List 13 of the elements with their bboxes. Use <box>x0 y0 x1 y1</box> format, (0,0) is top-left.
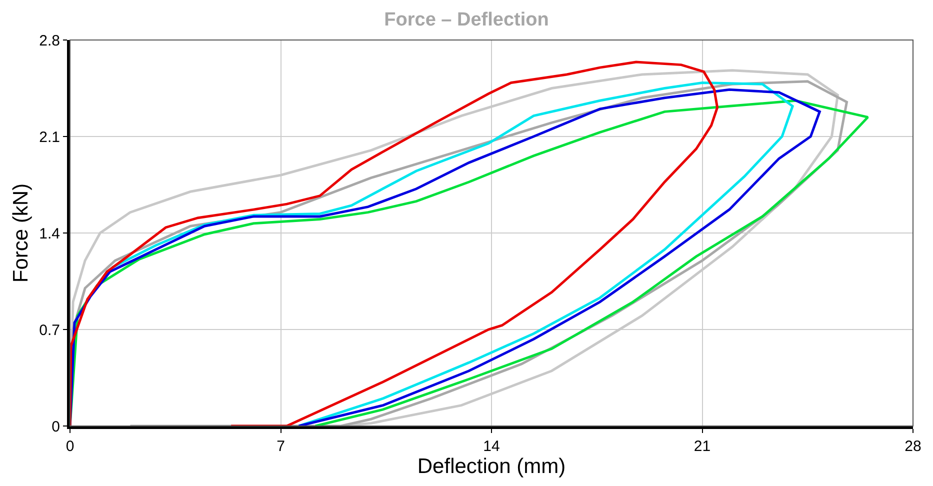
chart-title: Force – Deflection <box>384 9 549 30</box>
x-axis-title: Deflection (mm) <box>417 455 566 478</box>
x-tick-label: 28 <box>904 438 922 455</box>
x-tick-label: 7 <box>276 438 285 455</box>
y-tick-label: 2.8 <box>39 32 60 50</box>
y-tick-label: 2.1 <box>39 128 60 146</box>
y-tick-label: 0.7 <box>39 322 60 339</box>
x-tick-label: 0 <box>66 438 74 455</box>
y-axis-title: Force (kN) <box>9 183 32 283</box>
y-tick-label: 1.4 <box>39 225 60 242</box>
y-tick-label: 0 <box>52 418 60 436</box>
x-tick-label: 14 <box>483 438 500 455</box>
x-tick-label: 21 <box>694 438 711 455</box>
